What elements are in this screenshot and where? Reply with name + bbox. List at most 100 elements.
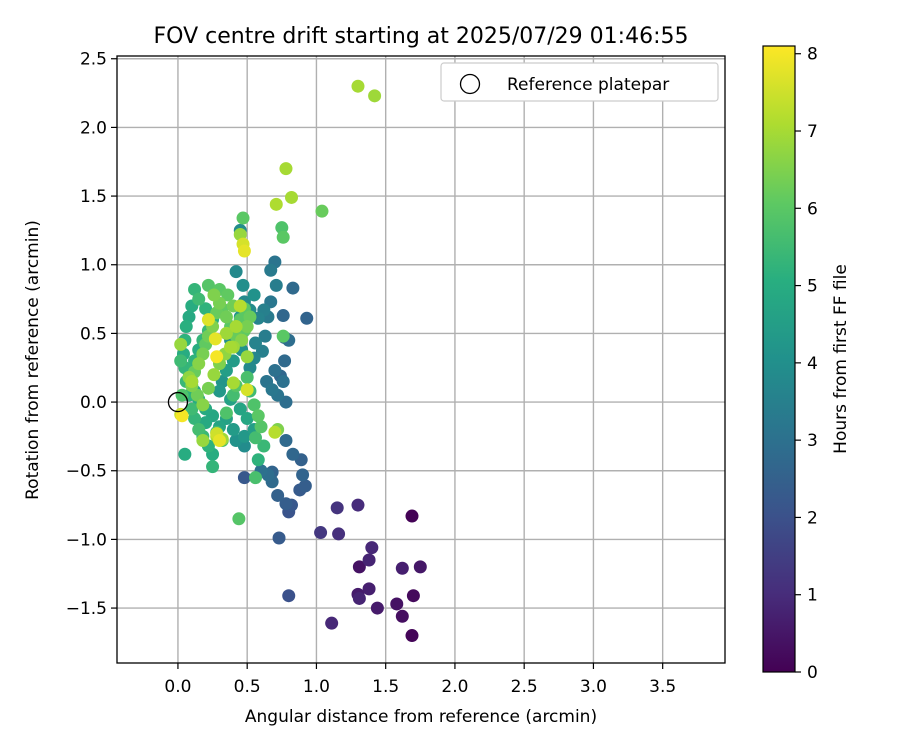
x-tick-label: 2.0 — [441, 677, 468, 697]
data-point — [330, 501, 344, 515]
data-point — [237, 244, 251, 258]
x-tick-label: 3.0 — [580, 677, 607, 697]
data-point — [268, 425, 282, 439]
data-point — [413, 560, 427, 574]
y-tick-label: 2.0 — [80, 118, 107, 138]
data-point — [251, 453, 265, 467]
colorbar-label: Hours from first FF file — [831, 264, 851, 454]
data-point — [174, 354, 188, 368]
data-point — [248, 471, 262, 485]
data-point — [247, 288, 261, 302]
data-point — [351, 79, 365, 93]
data-point — [276, 329, 290, 343]
data-point — [190, 388, 204, 402]
data-point — [257, 439, 271, 453]
data-point — [240, 412, 254, 426]
data-point — [219, 326, 233, 340]
data-point — [352, 560, 366, 574]
data-point — [233, 299, 247, 313]
data-point — [390, 597, 404, 611]
y-tick-label: 1.0 — [80, 256, 107, 276]
data-point — [240, 350, 254, 364]
data-point — [265, 383, 279, 397]
data-point — [212, 384, 226, 398]
y-tick-label: 0.5 — [80, 324, 107, 344]
reference-marker-layer — [167, 391, 189, 413]
data-point — [174, 337, 188, 351]
data-point — [240, 320, 254, 334]
data-point — [212, 434, 226, 448]
y-tick-label: 1.5 — [80, 187, 107, 207]
y-tick-label: −1.5 — [66, 599, 107, 619]
data-point — [185, 402, 199, 416]
legend-box — [440, 62, 719, 102]
data-point — [279, 497, 293, 511]
data-point — [395, 609, 409, 623]
data-point — [207, 288, 221, 302]
chart-title: FOV centre drift starting at 2025/07/29 … — [154, 24, 689, 49]
data-point — [226, 376, 240, 390]
x-tick-label: 0.5 — [234, 677, 261, 697]
y-axis-label: Rotation from reference (arcmin) — [23, 220, 43, 500]
data-point — [362, 553, 376, 567]
data-point — [229, 320, 243, 334]
y-tick-label: 0.0 — [80, 393, 107, 413]
data-point — [275, 221, 289, 235]
data-points — [174, 79, 427, 643]
y-axis-ticks: −1.5 −1.0 −0.5 0.0 0.5 1.0 1.5 2.0 2.5 — [66, 50, 117, 619]
data-point — [352, 591, 366, 605]
data-point — [276, 309, 290, 323]
data-point — [185, 374, 199, 388]
x-axis-ticks: 0.0 0.5 1.0 1.5 2.0 2.5 3.0 3.5 — [164, 663, 676, 697]
data-point — [192, 357, 206, 371]
x-tick-label: 3.5 — [649, 677, 676, 697]
data-point — [272, 531, 286, 545]
data-point — [254, 420, 268, 434]
data-point — [368, 89, 382, 103]
data-point — [237, 471, 251, 485]
data-point — [365, 541, 379, 555]
data-point — [286, 447, 300, 461]
data-point — [300, 311, 314, 325]
data-point — [276, 230, 290, 244]
data-point — [282, 589, 296, 603]
x-tick-label: 0.0 — [164, 677, 191, 697]
data-point — [207, 368, 221, 382]
data-point — [192, 292, 206, 306]
data-point — [196, 434, 210, 448]
data-point — [224, 340, 238, 354]
data-point — [240, 383, 254, 397]
data-point — [240, 370, 254, 384]
data-point — [269, 278, 283, 292]
data-point — [178, 447, 192, 461]
data-point — [210, 350, 224, 364]
data-point — [258, 329, 272, 343]
data-point — [201, 278, 215, 292]
data-point — [175, 409, 189, 423]
data-point — [219, 406, 233, 420]
data-point — [370, 601, 384, 615]
colorbar-ticks: 0 1 2 3 4 5 6 7 8 — [795, 45, 818, 683]
y-tick-label: −1.0 — [66, 530, 107, 550]
data-point — [276, 374, 290, 388]
data-point — [226, 423, 240, 437]
data-point — [405, 509, 419, 523]
data-point — [395, 561, 409, 575]
data-point — [325, 616, 339, 630]
data-point — [279, 434, 293, 448]
colorbar-tick-label: 1 — [807, 586, 818, 606]
data-point — [229, 265, 243, 279]
legend-label-reference: Reference platepar — [507, 75, 669, 95]
data-point — [278, 354, 292, 368]
x-tick-label: 2.5 — [511, 677, 538, 697]
data-point — [233, 402, 247, 416]
data-point — [314, 526, 328, 540]
data-point — [406, 589, 420, 603]
data-point — [236, 278, 250, 292]
data-point — [237, 429, 251, 443]
colorbar-tick-label: 3 — [807, 431, 818, 451]
data-point — [268, 363, 282, 377]
data-point — [351, 498, 365, 512]
plot-frame — [116, 55, 726, 664]
